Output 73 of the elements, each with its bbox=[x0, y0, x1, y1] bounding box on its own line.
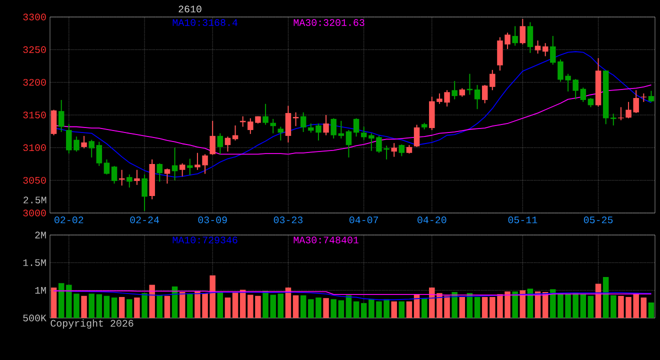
chart-title: 2610 bbox=[178, 6, 202, 12]
y-tick-label: 500K bbox=[23, 314, 46, 322]
candlestick bbox=[323, 114, 329, 136]
x-tick-label: 03-23 bbox=[274, 216, 303, 224]
candlestick bbox=[391, 142, 397, 158]
text: 2.5M bbox=[24, 196, 46, 204]
y-tick-label: 3300 bbox=[23, 14, 46, 20]
candlestick bbox=[81, 135, 87, 149]
candlestick bbox=[474, 84, 480, 110]
y-tick-label: 3250 bbox=[23, 46, 46, 54]
candlestick bbox=[111, 165, 118, 184]
candlestick bbox=[50, 109, 57, 136]
candlestick bbox=[353, 118, 360, 138]
candlestick bbox=[179, 162, 186, 177]
candlestick bbox=[292, 112, 299, 127]
candlestick bbox=[278, 126, 284, 141]
y-tick-label: 1.5M bbox=[23, 259, 46, 266]
text: MA30:3201.63 bbox=[294, 19, 364, 26]
text: MA10:3168.4 bbox=[172, 19, 238, 26]
candlestick bbox=[588, 98, 594, 108]
y-tick-label: 2M bbox=[35, 232, 46, 238]
candlestick bbox=[300, 112, 306, 132]
candlestick bbox=[330, 118, 336, 140]
candlestick bbox=[126, 174, 132, 188]
candlestick bbox=[285, 105, 292, 143]
candlestick bbox=[512, 26, 518, 46]
candlestick bbox=[262, 103, 268, 126]
y-tick-label: 3150 bbox=[23, 112, 46, 118]
candlestick bbox=[346, 130, 352, 158]
candlestick bbox=[580, 87, 586, 102]
y-tick-label: 3200 bbox=[23, 78, 46, 86]
candlestick bbox=[134, 169, 140, 186]
candlestick bbox=[172, 147, 178, 181]
candlestick bbox=[217, 132, 224, 155]
text: MA10:729346 bbox=[172, 236, 238, 244]
candlestick bbox=[164, 168, 170, 184]
x-tick-label: 02-24 bbox=[130, 216, 159, 224]
candlestick bbox=[534, 40, 541, 54]
candlestick bbox=[527, 22, 534, 54]
candlestick bbox=[142, 174, 148, 212]
x-tick-label: 05-11 bbox=[508, 216, 538, 224]
candlestick bbox=[452, 80, 458, 100]
x-tick-label: 03-09 bbox=[198, 216, 227, 224]
x-tick-label: 04-07 bbox=[350, 216, 378, 224]
candlestick bbox=[210, 120, 216, 156]
candlestick bbox=[88, 139, 94, 158]
candlestick bbox=[490, 69, 496, 91]
y-tick-label: 3100 bbox=[23, 144, 46, 152]
candlestick bbox=[270, 118, 276, 134]
candlestick bbox=[610, 113, 616, 126]
text: MA30:748401 bbox=[294, 236, 358, 244]
y-tick-label: 3000 bbox=[23, 210, 46, 216]
candlestick bbox=[156, 162, 163, 182]
candlestick bbox=[398, 144, 405, 157]
candlestick bbox=[618, 106, 624, 121]
y-tick-label: 1M bbox=[35, 287, 46, 294]
candlestick bbox=[224, 136, 231, 152]
candlestick bbox=[96, 141, 102, 166]
candlestick bbox=[520, 18, 526, 45]
candlestick bbox=[187, 158, 193, 176]
x-tick-label: 04-20 bbox=[418, 216, 446, 224]
x-tick-label: 05-25 bbox=[584, 216, 613, 224]
candlestick bbox=[58, 99, 64, 132]
y-tick-label: 3050 bbox=[23, 176, 46, 184]
candlestick bbox=[360, 126, 367, 140]
candlestick bbox=[542, 42, 548, 57]
candlestick bbox=[648, 90, 654, 102]
candlestick bbox=[414, 124, 420, 148]
candlestick bbox=[338, 120, 344, 140]
text: Copyright 2026 bbox=[50, 319, 134, 329]
candlestick bbox=[104, 158, 110, 175]
candlestick bbox=[482, 84, 488, 104]
x-tick-label: 02-02 bbox=[54, 216, 84, 224]
